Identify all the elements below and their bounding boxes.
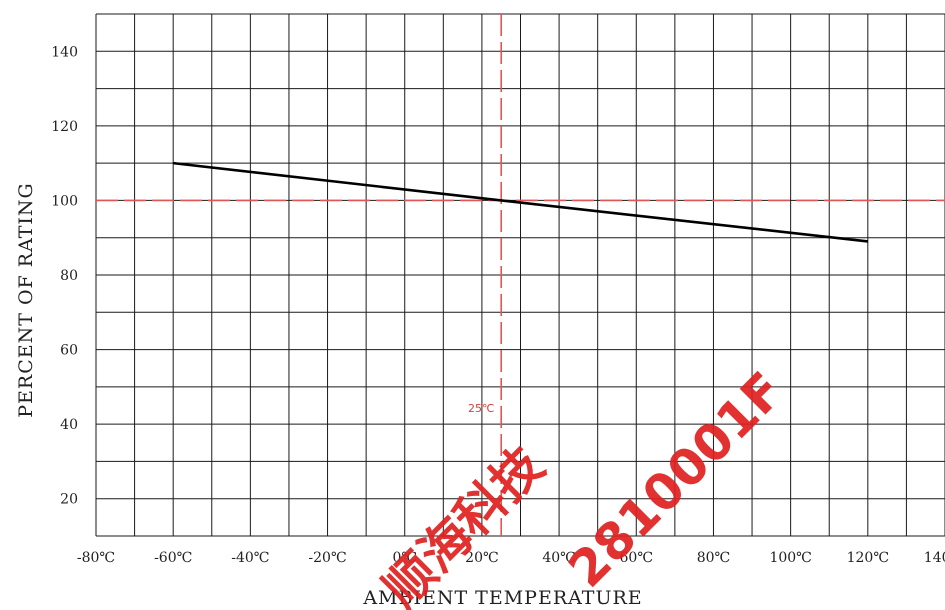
watermark: 顺海科技 2810001F xyxy=(372,361,794,610)
x-tick-label: 40℃ xyxy=(542,550,575,566)
grid xyxy=(95,13,945,537)
y-tick-label: 80 xyxy=(60,268,78,284)
y-tick-label: 100 xyxy=(51,193,78,209)
x-axis-title: AMBIENT TEMPERATURE xyxy=(362,587,642,609)
y-axis-title: PERCENT OF RATING xyxy=(15,182,37,417)
x-tick-label: 60℃ xyxy=(620,550,653,566)
watermark-text-2: 2810001F xyxy=(557,361,794,598)
x-tick-label: 120℃ xyxy=(847,550,889,566)
y-tick-label: 120 xyxy=(51,119,78,135)
x-tick-label: 20℃ xyxy=(465,550,498,566)
x-tick-label: 0℃ xyxy=(392,550,417,566)
x-tick-label: 80℃ xyxy=(697,550,730,566)
y-tick-label: 40 xyxy=(60,417,78,433)
x-tick-labels: -80℃ -60℃ -40℃ -20℃ 0℃ 20℃ 40℃ 60℃ 80℃ 100℃ 120℃ 14… xyxy=(77,550,945,566)
reference-lines xyxy=(96,14,945,536)
x-tick-label: 140℃ xyxy=(924,550,945,566)
y-tick-labels: 20 40 60 80 100 120 140 xyxy=(51,44,78,507)
y-tick-label: 20 xyxy=(60,492,78,508)
x-tick-label: -80℃ xyxy=(77,550,115,566)
y-tick-label: 60 xyxy=(60,343,78,359)
x-tick-label: -60℃ xyxy=(154,550,192,566)
y-tick-label: 140 xyxy=(51,44,78,60)
watermark-text-1: 顺海科技 xyxy=(372,436,554,610)
series-layer xyxy=(173,161,868,243)
x-tick-label: 100℃ xyxy=(769,550,811,566)
x-tick-label: -20℃ xyxy=(308,550,346,566)
series-line xyxy=(173,161,868,243)
x-tick-label: -40℃ xyxy=(231,550,269,566)
reference-label-25c: 25℃ xyxy=(468,402,494,415)
